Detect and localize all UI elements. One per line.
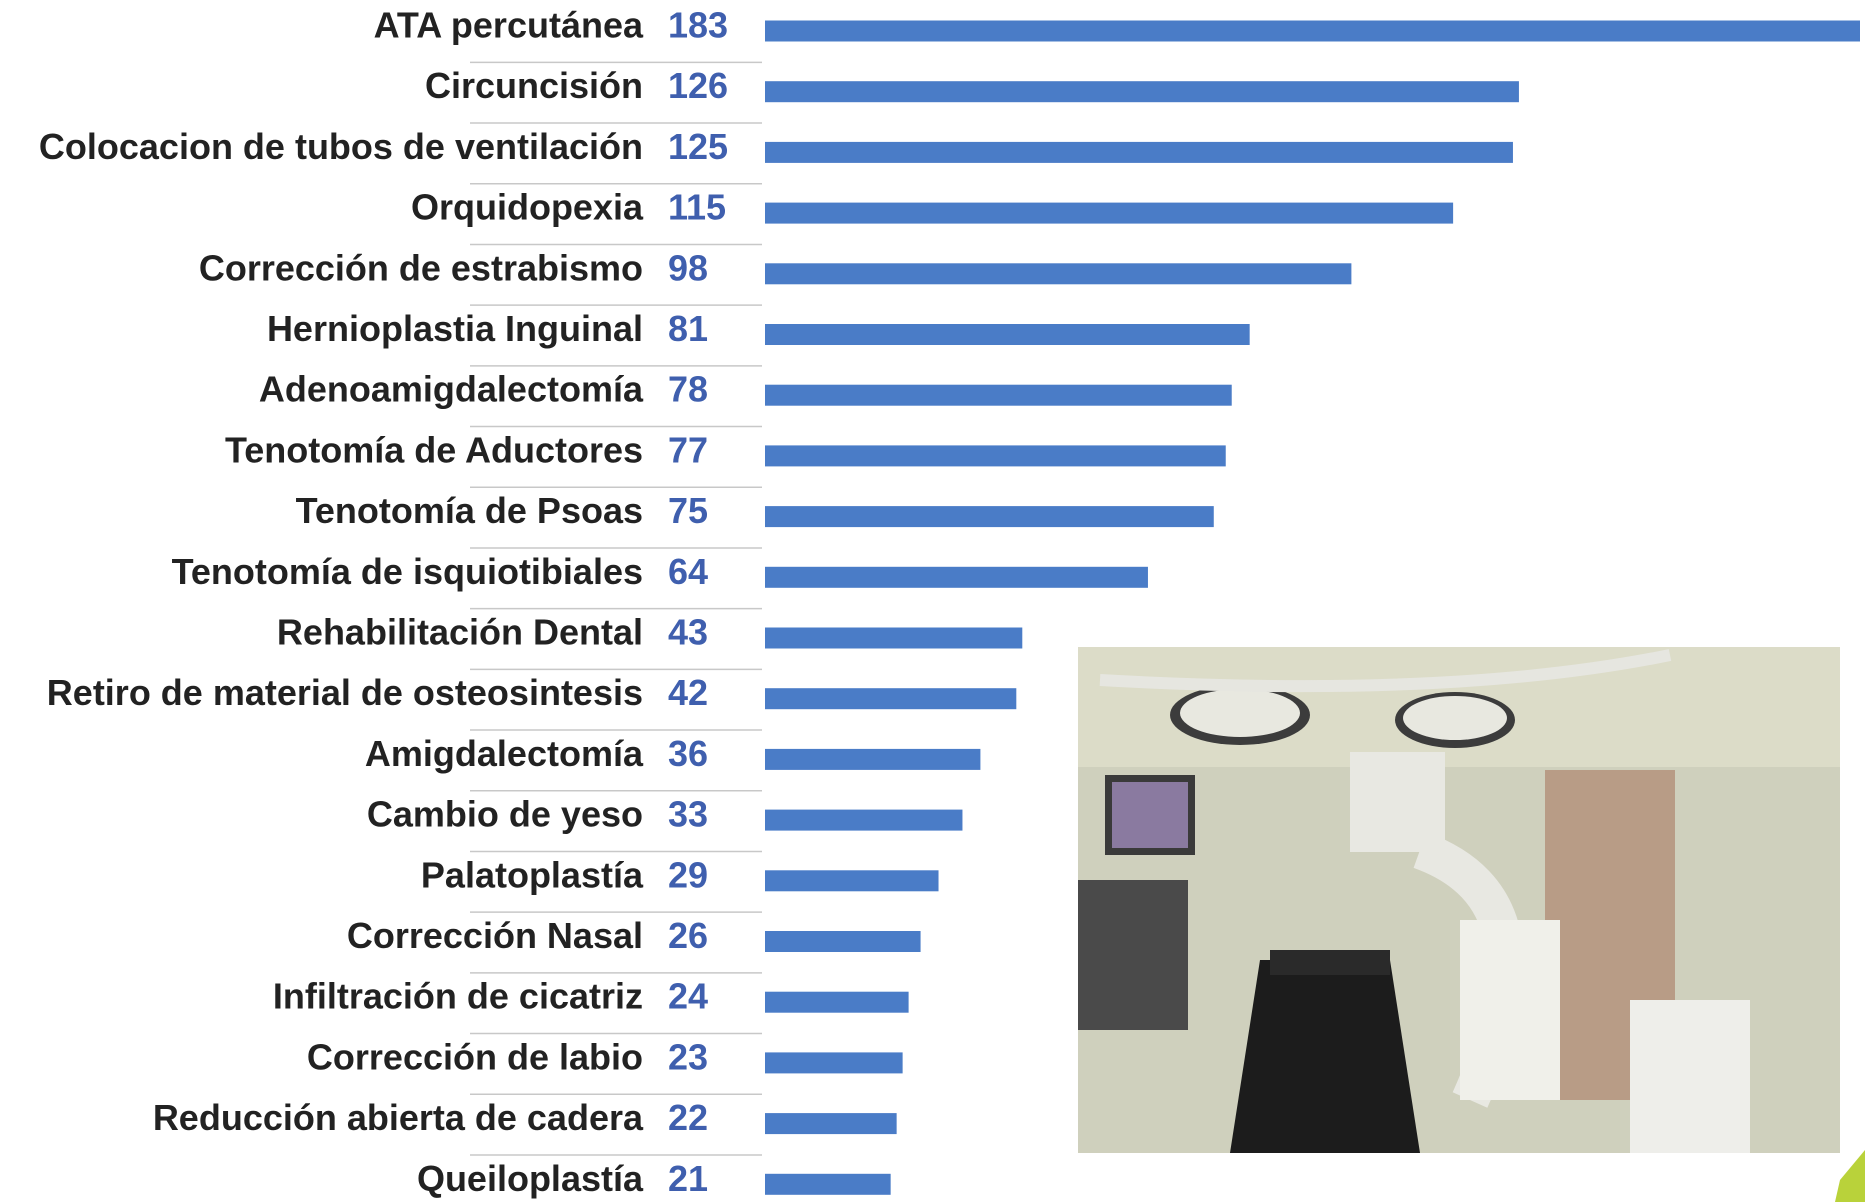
value-label: 81 <box>668 308 708 349</box>
bar <box>765 810 962 831</box>
category-label: Circuncisión <box>425 65 643 106</box>
bar <box>765 628 1022 649</box>
category-label: Reducción abierta de cadera <box>153 1097 644 1138</box>
value-label: 21 <box>668 1158 708 1199</box>
category-label: Hernioplastia Inguinal <box>267 308 643 349</box>
value-label: 183 <box>668 5 728 46</box>
bar <box>765 21 1860 42</box>
value-label: 33 <box>668 794 708 835</box>
value-label: 43 <box>668 612 708 653</box>
bar <box>765 142 1513 163</box>
value-label: 75 <box>668 490 708 531</box>
category-label: Tenotomía de Psoas <box>296 490 643 531</box>
bar <box>765 385 1232 406</box>
category-label: Orquidopexia <box>411 187 644 228</box>
bar <box>765 1174 891 1195</box>
bar <box>765 931 921 952</box>
category-label: Infiltración de cicatriz <box>273 976 643 1017</box>
bar <box>765 1052 903 1073</box>
bar <box>765 324 1250 345</box>
value-label: 29 <box>668 854 708 895</box>
bar <box>765 445 1226 466</box>
category-label: Amigdalectomía <box>365 733 644 774</box>
value-label: 64 <box>668 551 708 592</box>
category-label: Cambio de yeso <box>367 794 643 835</box>
category-label: Queiloplastía <box>417 1158 644 1199</box>
category-label: ATA percutánea <box>374 5 644 46</box>
category-label: Rehabilitación Dental <box>277 612 643 653</box>
bar <box>765 203 1453 224</box>
value-label: 78 <box>668 369 708 410</box>
value-label: 22 <box>668 1097 708 1138</box>
bar <box>765 567 1148 588</box>
category-label: Corrección de labio <box>307 1036 643 1077</box>
category-label: Colocacion de tubos de ventilación <box>39 126 643 167</box>
photo <box>1078 647 1840 1153</box>
category-label: Tenotomía de Aductores <box>225 429 643 470</box>
category-label: Corrección Nasal <box>347 915 643 956</box>
bar <box>765 688 1016 709</box>
bar <box>765 992 909 1013</box>
value-label: 77 <box>668 429 708 470</box>
value-label: 126 <box>668 65 728 106</box>
value-label: 42 <box>668 672 708 713</box>
value-label: 115 <box>668 187 726 228</box>
value-label: 24 <box>668 976 708 1017</box>
corner-decoration <box>1835 1150 1865 1202</box>
category-label: Retiro de material de osteosintesis <box>47 672 643 713</box>
category-label: Corrección de estrabismo <box>199 247 643 288</box>
bar <box>765 81 1519 102</box>
bar <box>765 870 939 891</box>
bar <box>765 749 980 770</box>
category-label: Adenoamigdalectomía <box>259 369 644 410</box>
value-label: 36 <box>668 733 708 774</box>
bar <box>765 506 1214 527</box>
chart: ATA percutánea 183 Circuncisión 126 Colocaci… <box>0 0 1865 1202</box>
value-label: 125 <box>668 126 728 167</box>
value-label: 98 <box>668 247 708 288</box>
category-label: Tenotomía de isquiotibiales <box>172 551 643 592</box>
bar <box>765 263 1351 284</box>
value-label: 23 <box>668 1036 708 1077</box>
value-label: 26 <box>668 915 708 956</box>
bar <box>765 1113 897 1134</box>
category-label: Palatoplastía <box>421 854 644 895</box>
